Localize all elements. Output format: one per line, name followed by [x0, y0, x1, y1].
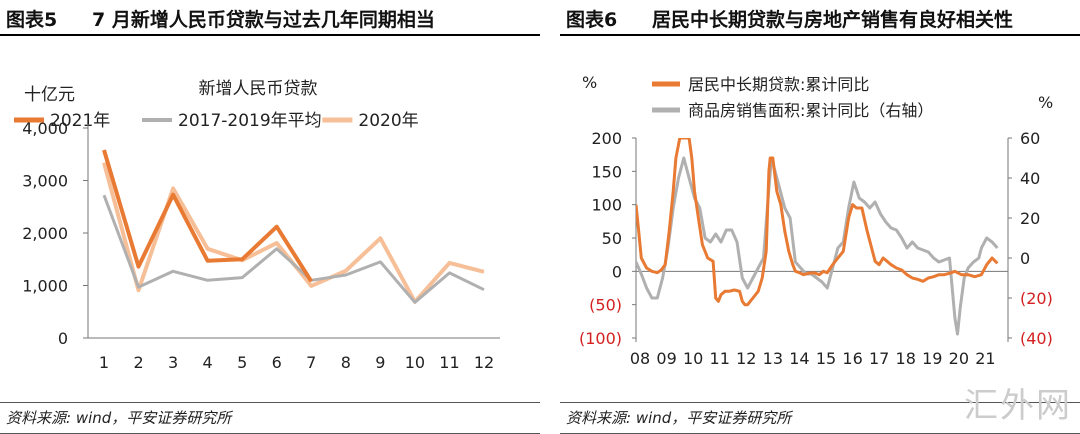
left-series-line-2 — [102, 162, 485, 304]
left-x-tick-label-5: 6 — [272, 353, 282, 372]
right-y-axis-label-right: % — [1038, 93, 1053, 112]
left-x-tick-label-1: 2 — [133, 353, 143, 372]
left-legend-label-2: 2020年 — [358, 111, 418, 131]
right-x-tick-label-4: 12 — [736, 349, 756, 368]
left-x-tick-label-4: 5 — [237, 353, 247, 372]
right-right-tick-label-2: 0 — [1020, 249, 1030, 268]
right-x-tick-label-7: 15 — [816, 349, 836, 368]
right-left-tick-label-3: 50 — [602, 229, 622, 248]
right-x-tick-label-11: 19 — [922, 349, 942, 368]
left-x-tick-label-0: 1 — [99, 353, 109, 372]
watermark-text: 汇外网 — [964, 386, 1072, 426]
right-x-tick-label-10: 18 — [896, 349, 916, 368]
right-right-tick-label-1: (20) — [1020, 289, 1053, 308]
left-x-tick-label-2: 3 — [168, 353, 178, 372]
left-series-line-0 — [102, 149, 313, 283]
right-left-tick-label-0: (100) — [579, 329, 622, 348]
right-legend-label-1: 商品房销售面积:累计同比（右轴） — [688, 101, 933, 120]
left-source-note: 资料来源: wind，平安证券研究所 — [6, 409, 232, 427]
left-x-tick-label-10: 11 — [439, 353, 459, 372]
left-figure-number: 图表5 — [6, 9, 58, 31]
right-left-tick-label-4: 100 — [591, 196, 622, 215]
left-legend-label-1: 2017-2019年平均 — [178, 111, 322, 131]
right-series-line-1 — [636, 156, 999, 336]
right-figure-title: 居民中长期贷款与房地产销售有良好相关性 — [652, 9, 1014, 31]
right-left-tick-label-2: 0 — [612, 262, 622, 281]
right-x-tick-label-5: 13 — [763, 349, 783, 368]
right-figure-panel: 图表6 居民中长期贷款与房地产销售有良好相关性 %% 居民中长期贷款:累计同比商品… — [560, 0, 1080, 434]
left-footer: 资料来源: wind，平安证券研究所 — [0, 402, 540, 434]
right-right-tick-label-4: 40 — [1020, 169, 1040, 188]
right-x-tick-label-12: 20 — [949, 349, 969, 368]
left-chart: 新增人民币贷款 十亿元 2021年 2017-2019年平均 2020年 0 1,000 2,… — [14, 79, 500, 372]
left-legend-label-0: 2021年 — [50, 111, 110, 131]
left-figure-title: 7 月新增人民币贷款与过去几年同期相当 — [92, 9, 435, 31]
right-x-tick-label-9: 17 — [869, 349, 889, 368]
right-series-line-0 — [636, 138, 999, 307]
right-y-axis-label-left: % — [582, 73, 597, 92]
left-y-tick-label-3: 3,000 — [22, 172, 68, 191]
left-y-tick-label-1: 1,000 — [22, 277, 68, 296]
left-figure-panel: 图表5 7 月新增人民币贷款与过去几年同期相当 新增人民币贷款 十亿元 2021年 2… — [0, 0, 540, 434]
right-title-bar: 图表6 居民中长期贷款与房地产销售有良好相关性 — [560, 0, 1080, 36]
right-source-note: 资料来源: wind，平安证券研究所 — [566, 409, 792, 427]
left-y-tick-label-2: 2,000 — [22, 224, 68, 243]
left-x-tick-label-9: 10 — [405, 353, 425, 372]
right-x-tick-label-1: 09 — [656, 349, 676, 368]
left-x-tick-label-11: 12 — [474, 353, 494, 372]
left-y-tick-label-4: 4,000 — [22, 119, 68, 138]
right-right-tick-label-0: (40) — [1020, 329, 1053, 348]
left-x-tick-label-8: 9 — [375, 353, 385, 372]
right-right-tick-label-3: 20 — [1020, 209, 1040, 228]
right-x-tick-label-8: 16 — [842, 349, 862, 368]
left-x-tick-label-7: 8 — [341, 353, 351, 372]
left-y-tick-label-0: 0 — [58, 329, 68, 348]
right-x-tick-label-6: 14 — [789, 349, 809, 368]
right-left-tick-label-5: 150 — [591, 162, 622, 181]
right-left-tick-label-6: 200 — [591, 129, 622, 148]
left-x-tick-label-3: 4 — [203, 353, 213, 372]
right-x-tick-label-0: 08 — [630, 349, 650, 368]
right-legend-label-0: 居民中长期贷款:累计同比 — [688, 75, 869, 94]
left-y-axis-label: 十亿元 — [24, 85, 75, 105]
right-right-tick-label-5: 60 — [1020, 129, 1040, 148]
right-x-tick-label-3: 11 — [710, 349, 730, 368]
right-figure-number: 图表6 — [566, 9, 618, 31]
right-left-tick-label-1: (50) — [589, 296, 622, 315]
left-series-line-1 — [102, 194, 485, 304]
right-x-tick-label-2: 10 — [683, 349, 703, 368]
left-chart-title: 新增人民币贷款 — [199, 79, 318, 99]
right-x-tick-label-13: 21 — [975, 349, 995, 368]
left-title-bar: 图表5 7 月新增人民币贷款与过去几年同期相当 — [0, 0, 540, 36]
left-x-tick-label-6: 7 — [306, 353, 316, 372]
